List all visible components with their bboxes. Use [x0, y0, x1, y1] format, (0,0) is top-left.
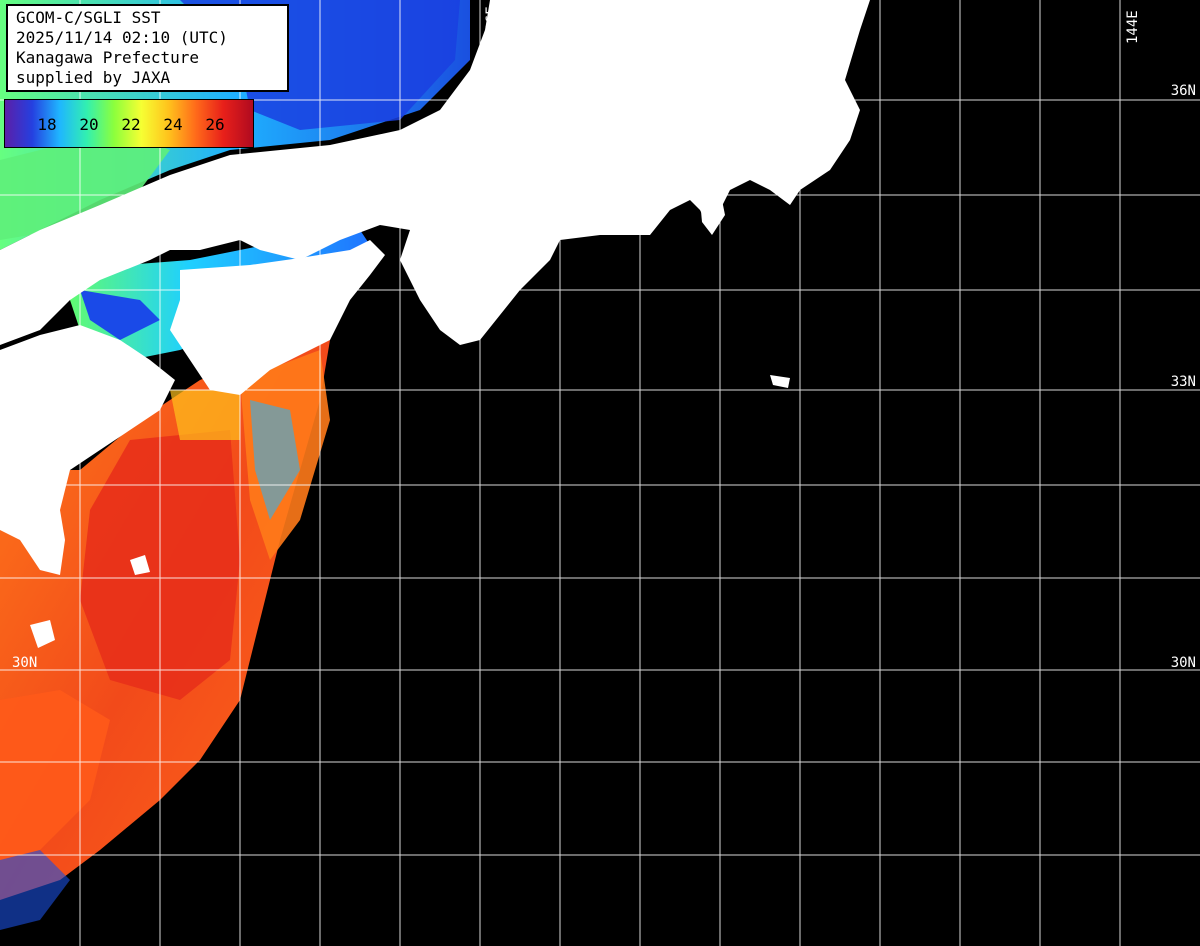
scale-tick-26: 26 — [205, 115, 224, 134]
scale-tick-22: 22 — [121, 115, 140, 134]
region-name: Kanagawa Prefecture — [16, 48, 200, 67]
color-scale-gradient — [5, 100, 253, 147]
grid-labels: 136E 144E 36N 33N 30N 33 30N — [12, 6, 1196, 671]
land-layer — [0, 0, 870, 648]
land-shikoku — [170, 240, 385, 395]
product-name: GCOM-C/SGLI SST — [16, 8, 161, 27]
lat-label-33n: 33N — [1171, 374, 1196, 390]
lat-label-30n: 30N — [1171, 655, 1196, 671]
lon-label-144e: 144E — [1125, 10, 1141, 44]
lat-label-36n: 36N — [1171, 83, 1196, 99]
color-scale-legend: 18 20 22 24 26 — [4, 99, 254, 148]
scale-tick-20: 20 — [79, 115, 98, 134]
data-supplier: supplied by JAXA — [16, 68, 171, 87]
lon-label-136e: 136E — [484, 6, 500, 40]
scale-tick-18: 18 — [37, 115, 56, 134]
scale-tick-24: 24 — [163, 115, 182, 134]
lat-label-left-30n: 30N — [12, 655, 37, 671]
lat-label-left-33: 33 — [12, 374, 29, 390]
land-honshu — [0, 0, 870, 345]
observation-datetime: 2025/11/14 02:10 (UTC) — [16, 28, 228, 47]
product-info-box: GCOM-C/SGLI SST 2025/11/14 02:10 (UTC) K… — [6, 4, 289, 92]
